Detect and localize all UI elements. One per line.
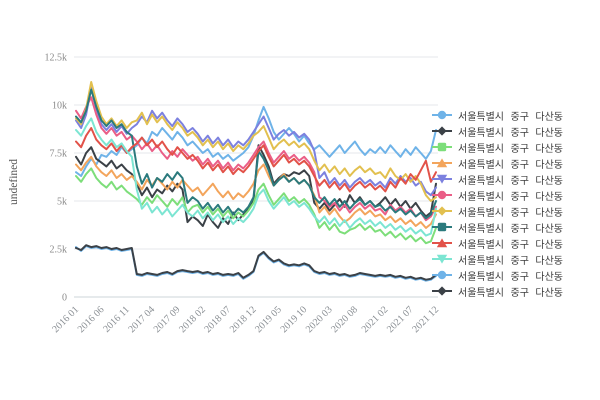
x-tick-label: 2021 07 <box>385 304 416 335</box>
x-tick-label: 2018 12 <box>228 304 259 335</box>
x-tick-label: 2021 12 <box>410 304 441 335</box>
x-tick-label: 2021 02 <box>360 304 391 335</box>
legend-item-label: 서울특별시 중구 다산동 <box>458 271 563 283</box>
legend-marker-icon <box>432 142 452 152</box>
x-tick-label: 2016 01 <box>50 304 81 335</box>
legend-item-label: 서울특별시 중구 다산동 <box>458 111 563 123</box>
series-line <box>75 81 437 202</box>
legend-item[interactable]: 서울특별시 중구 다산동 <box>431 107 563 123</box>
legend-marker-icon <box>432 206 452 216</box>
y-tick-label: 12.5k <box>45 53 68 64</box>
legend-item-label: 서울특별시 중구 다산동 <box>458 287 563 299</box>
y-tick-label: 10k <box>52 101 67 112</box>
legend-marker-icon <box>432 222 452 232</box>
series-lines <box>75 81 437 282</box>
legend-item[interactable]: 서울특별시 중구 다산동 <box>431 251 563 267</box>
legend-item-label: 서울특별시 중구 다산동 <box>458 159 563 171</box>
y-tick-label: 5k <box>57 197 67 208</box>
legend-item-label: 서울특별시 중구 다산동 <box>458 239 563 251</box>
legend-item[interactable]: 서울특별시 중구 다산동 <box>431 283 563 299</box>
y-axis-tick-labels: 0 2.5k 5k 7.5k 10k 12.5k <box>45 53 68 304</box>
series-line <box>75 96 437 222</box>
legend-item[interactable]: 서울특별시 중구 다산동 <box>431 267 563 283</box>
y-tick-label: 7.5k <box>50 149 68 160</box>
series-line <box>75 244 437 281</box>
legend-marker-icon <box>432 174 452 184</box>
legend-item-label: 서울특별시 중구 다산동 <box>458 191 563 203</box>
x-tick-label: 2019 10 <box>279 304 310 335</box>
legend-marker-icon <box>432 270 452 280</box>
legend-item-label: 서울특별시 중구 다산동 <box>458 127 563 139</box>
legend-marker-icon <box>432 126 452 136</box>
legend-item[interactable]: 서울특별시 중구 다산동 <box>431 235 563 251</box>
legend-item-label: 서울특별시 중구 다산동 <box>458 223 563 235</box>
x-tick-label: 2016 06 <box>76 304 107 335</box>
x-tick-label: 2018 07 <box>202 304 233 335</box>
legend-item[interactable]: 서울특별시 중구 다산동 <box>431 171 563 187</box>
legend-item[interactable]: 서울특별시 중구 다산동 <box>431 123 563 139</box>
x-tick-label: 2017 04 <box>126 304 157 335</box>
y-tick-label: 2.5k <box>50 245 68 256</box>
legend-item[interactable]: 서울특별시 중구 다산동 <box>431 219 563 235</box>
x-tick-label: 2020 08 <box>329 304 360 335</box>
x-tick-label: 2016 11 <box>101 304 132 335</box>
legend-marker-icon <box>432 158 452 168</box>
x-tick-label: 2020 03 <box>304 304 335 335</box>
legend-item[interactable]: 서울특별시 중구 다산동 <box>431 187 563 203</box>
legend-marker-icon <box>432 110 452 120</box>
legend-marker-icon <box>432 254 452 264</box>
y-axis-title: undefined <box>8 159 20 205</box>
legend-marker-icon <box>432 238 452 248</box>
legend-item-label: 서울특별시 중구 다산동 <box>458 143 563 155</box>
legend-item-label: 서울특별시 중구 다산동 <box>458 175 563 187</box>
x-tick-label: 2017 09 <box>152 304 183 335</box>
series-line <box>75 117 437 237</box>
x-tick-label: 2018 02 <box>177 304 208 335</box>
x-tick-label: 2019 05 <box>253 304 284 335</box>
y-tick-label: 0 <box>62 293 67 304</box>
legend-item[interactable]: 서울특별시 중구 다산동 <box>431 155 563 171</box>
series-line <box>75 127 437 193</box>
legend-item-label: 서울특별시 중구 다산동 <box>458 255 563 267</box>
series-line <box>75 167 437 245</box>
series-line <box>75 88 437 220</box>
series-line <box>75 86 437 197</box>
legend-item-label: 서울특별시 중구 다산동 <box>458 207 563 219</box>
legend-item[interactable]: 서울특별시 중구 다산동 <box>431 139 563 155</box>
legend: 서울특별시 중구 다산동 서울특별시 중구 다산동 서울특별시 중구 다산동 서울특별… <box>431 107 563 299</box>
legend-item[interactable]: 서울특별시 중구 다산동 <box>431 203 563 219</box>
legend-marker-icon <box>432 286 452 296</box>
legend-marker-icon <box>432 190 452 200</box>
